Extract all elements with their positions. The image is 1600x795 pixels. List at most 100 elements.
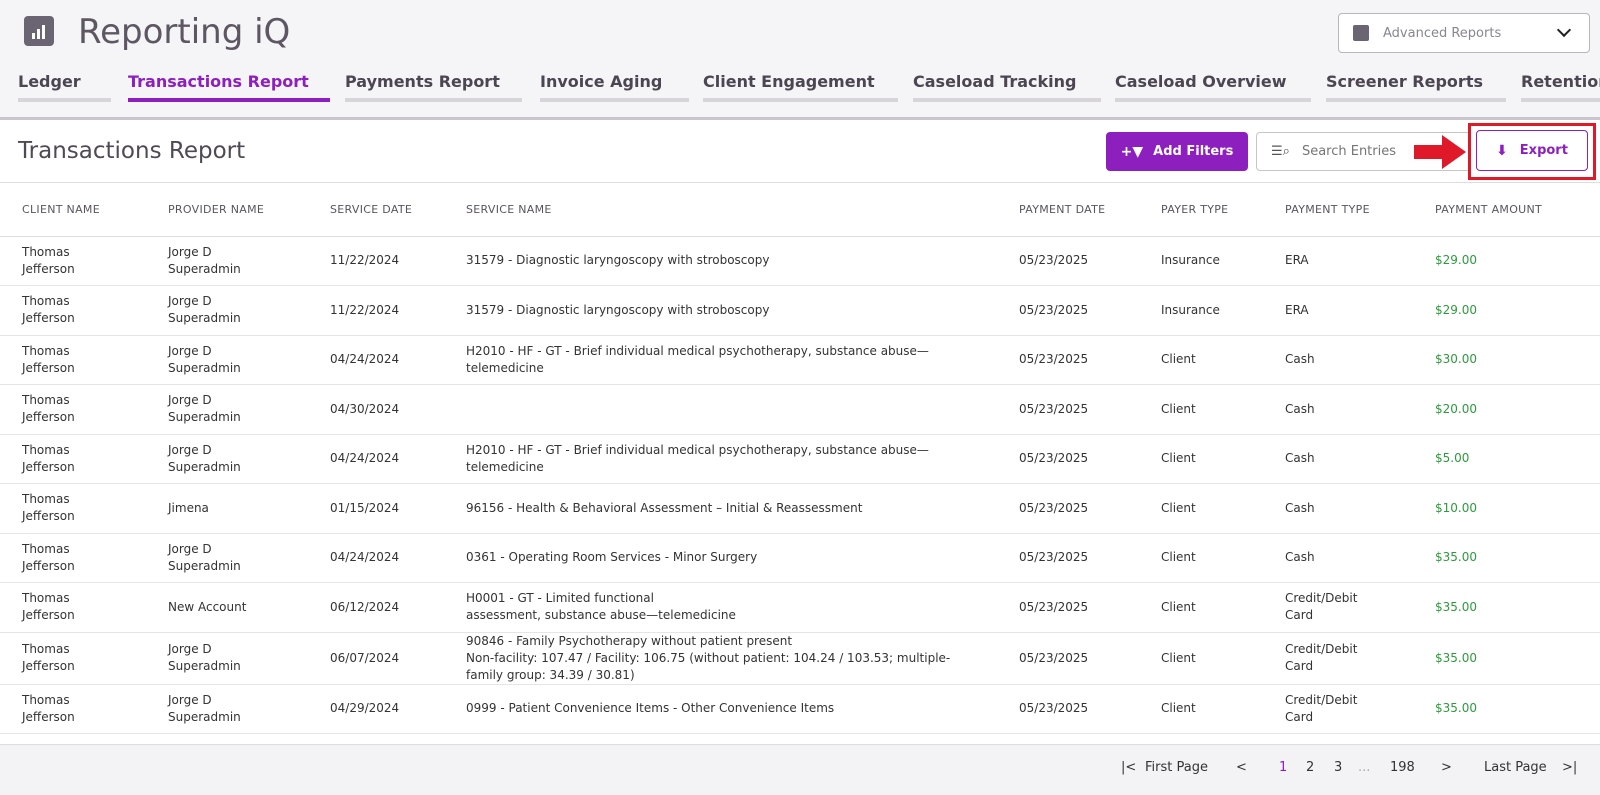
tab-invoice-aging[interactable]: Invoice Aging <box>540 72 689 102</box>
cell-payment-amount: $35.00 <box>1413 533 1600 583</box>
cell-provider-name: Jorge D Superadmin <box>146 335 308 385</box>
cell-payment-date: 05/23/2025 <box>997 335 1139 385</box>
cell-payment-amount: $35.00 <box>1413 684 1600 734</box>
cell-client-name: Thomas Jefferson <box>0 483 146 534</box>
cell-payment-amount: $30.00 <box>1413 335 1600 385</box>
page-2[interactable]: 2 <box>1306 760 1315 775</box>
transactions-table: CLIENT NAME PROVIDER NAME SERVICE DATE S… <box>0 184 1600 734</box>
cell-service-name: 0999 - Patient Convenience Items - Other… <box>444 684 997 734</box>
cell-provider-name: Jorge D Superadmin <box>146 236 308 286</box>
cell-payer-type: Client <box>1139 483 1263 534</box>
red-arrow-icon <box>1414 135 1466 169</box>
cell-provider-name: Jorge D Superadmin <box>146 285 308 336</box>
cell-payment-type: ERA <box>1263 236 1413 286</box>
add-filters-button[interactable]: +▼ Add Filters <box>1106 132 1248 171</box>
col-payment-type[interactable]: PAYMENT TYPE <box>1263 184 1413 237</box>
cell-payment-date: 05/23/2025 <box>997 285 1139 336</box>
search-icon: ☰⌕ <box>1271 144 1290 159</box>
app-title: Reporting iQ <box>78 12 291 52</box>
bar-chart-icon <box>24 16 54 46</box>
first-page-button[interactable]: First Page <box>1145 760 1208 775</box>
col-payment-amount[interactable]: PAYMENT AMOUNT <box>1413 184 1600 237</box>
cell-client-name: Thomas Jefferson <box>0 335 146 385</box>
table-row[interactable]: Thomas Jefferson Jorge D Superadmin 04/24/… <box>0 533 1600 583</box>
bar-chart-icon <box>1353 25 1369 41</box>
export-highlight <box>1468 123 1596 180</box>
col-service-date[interactable]: SERVICE DATE <box>308 184 444 237</box>
cell-payment-type: Cash <box>1263 533 1413 583</box>
tab-caseload-tracking[interactable]: Caseload Tracking <box>913 72 1101 102</box>
cell-payer-type: Client <box>1139 582 1263 633</box>
cell-provider-name: Jorge D Superadmin <box>146 434 308 484</box>
cell-payer-type: Client <box>1139 632 1263 685</box>
first-page-icon[interactable]: |< <box>1121 760 1137 775</box>
tab-payments-report[interactable]: Payments Report <box>345 72 522 102</box>
report-type-select[interactable]: Advanced Reports <box>1338 13 1590 53</box>
cell-service-date: 04/24/2024 <box>308 434 444 484</box>
cell-payment-amount: $29.00 <box>1413 236 1600 286</box>
cell-payer-type: Client <box>1139 335 1263 385</box>
col-payment-date[interactable]: PAYMENT DATE <box>997 184 1139 237</box>
cell-payment-type: Cash <box>1263 335 1413 385</box>
cell-service-date: 04/24/2024 <box>308 533 444 583</box>
cell-payment-date: 05/23/2025 <box>997 582 1139 633</box>
page-198[interactable]: 198 <box>1390 760 1415 775</box>
cell-payment-date: 05/23/2025 <box>997 684 1139 734</box>
col-payer-type[interactable]: PAYER TYPE <box>1139 184 1263 237</box>
table-row[interactable]: Thomas Jefferson Jorge D Superadmin 04/30/… <box>0 384 1600 435</box>
tab-client-engagement[interactable]: Client Engagement <box>703 72 898 102</box>
cell-service-date: 04/29/2024 <box>308 684 444 734</box>
cell-payer-type: Client <box>1139 684 1263 734</box>
cell-service-name: 0361 - Operating Room Services - Minor S… <box>444 533 997 583</box>
cell-service-name: 90846 - Family Psychotherapy without pat… <box>444 632 997 685</box>
cell-client-name: Thomas Jefferson <box>0 632 146 685</box>
report-toolbar: Transactions Report +▼ Add Filters ☰⌕ ⬇ … <box>0 123 1600 183</box>
page-ellipsis: ... <box>1358 760 1371 775</box>
table-row[interactable]: Thomas Jefferson Jorge D Superadmin 11/22/… <box>0 236 1600 286</box>
tab-retention[interactable]: Retention <box>1521 72 1600 102</box>
cell-client-name: Thomas Jefferson <box>0 533 146 583</box>
cell-payment-type: Credit/Debit Card <box>1263 684 1413 734</box>
last-page-button[interactable]: Last Page <box>1484 760 1547 775</box>
cell-payment-amount: $5.00 <box>1413 434 1600 484</box>
table-row[interactable]: Thomas Jefferson Jorge D Superadmin 04/29/… <box>0 684 1600 734</box>
page-3[interactable]: 3 <box>1334 760 1343 775</box>
cell-client-name: Thomas Jefferson <box>0 236 146 286</box>
cell-client-name: Thomas Jefferson <box>0 285 146 336</box>
search-input[interactable] <box>1301 144 1422 159</box>
table-row[interactable]: Thomas Jefferson Jorge D Superadmin 06/07/… <box>0 632 1600 685</box>
table-row[interactable]: Thomas Jefferson Jorge D Superadmin 04/24/… <box>0 335 1600 385</box>
cell-provider-name: Jorge D Superadmin <box>146 533 308 583</box>
table-row[interactable]: Thomas Jefferson Jorge D Superadmin 11/22/… <box>0 285 1600 336</box>
export-button[interactable]: ⬇ Export <box>1476 130 1588 171</box>
add-filter-icon: +▼ <box>1120 143 1144 160</box>
tab-screener-reports[interactable]: Screener Reports <box>1326 72 1506 102</box>
col-provider-name[interactable]: PROVIDER NAME <box>146 184 308 237</box>
tab-caseload-overview[interactable]: Caseload Overview <box>1115 72 1311 102</box>
cell-payment-amount: $29.00 <box>1413 285 1600 336</box>
page-title: Transactions Report <box>18 138 246 164</box>
table-row[interactable]: Thomas Jefferson Jorge D Superadmin 04/24/… <box>0 434 1600 484</box>
cell-payment-amount: $35.00 <box>1413 582 1600 633</box>
page-1[interactable]: 1 <box>1279 760 1288 775</box>
tab-ledger[interactable]: Ledger <box>18 72 111 102</box>
cell-provider-name: New Account <box>146 582 308 633</box>
col-service-name[interactable]: SERVICE NAME <box>444 184 997 237</box>
col-client-name[interactable]: CLIENT NAME <box>0 184 146 237</box>
prev-page-icon[interactable]: < <box>1236 760 1247 775</box>
cell-payment-date: 05/23/2025 <box>997 533 1139 583</box>
cell-provider-name: Jorge D Superadmin <box>146 632 308 685</box>
cell-payment-date: 05/23/2025 <box>997 632 1139 685</box>
table-row[interactable]: Thomas Jefferson New Account 06/12/2024 H00… <box>0 582 1600 633</box>
cell-payer-type: Insurance <box>1139 236 1263 286</box>
cell-payment-amount: $20.00 <box>1413 384 1600 435</box>
next-page-icon[interactable]: > <box>1441 760 1452 775</box>
download-icon: ⬇ <box>1496 142 1508 159</box>
tab-transactions-report[interactable]: Transactions Report <box>128 72 330 102</box>
table-row[interactable]: Thomas Jefferson Jimena 01/15/2024 96156 - … <box>0 483 1600 534</box>
cell-service-name: 31579 - Diagnostic laryngoscopy with str… <box>444 236 997 286</box>
cell-payer-type: Client <box>1139 533 1263 583</box>
cell-payment-type: Credit/Debit Card <box>1263 632 1413 685</box>
cell-payment-date: 05/23/2025 <box>997 434 1139 484</box>
last-page-icon[interactable]: >| <box>1562 760 1578 775</box>
